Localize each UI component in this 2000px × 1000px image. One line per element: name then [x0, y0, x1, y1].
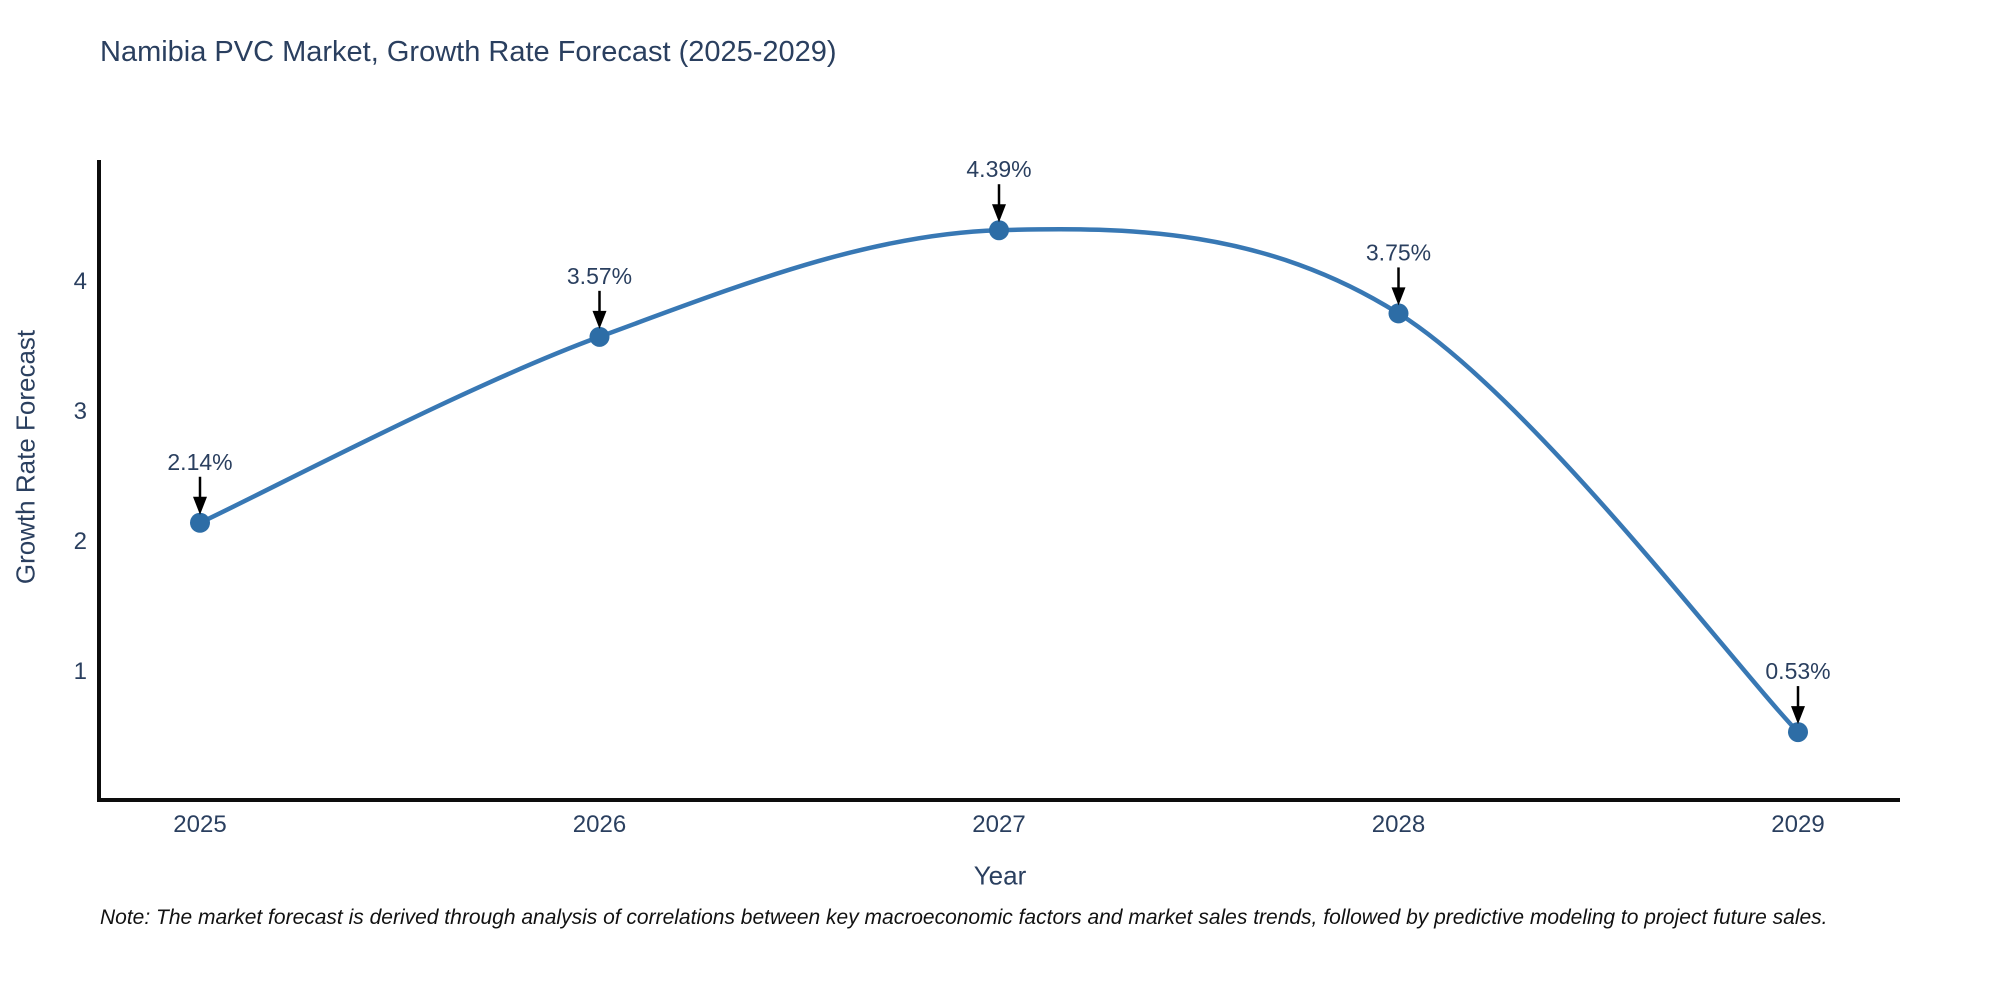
x-tick-label: 2028: [1372, 811, 1425, 838]
data-point-annotation: 0.53%: [1765, 658, 1830, 684]
y-tick-label: 1: [74, 658, 87, 685]
x-tick-label: 2026: [573, 811, 626, 838]
data-point-marker[interactable]: [1388, 303, 1409, 324]
y-tick-label: 4: [74, 268, 87, 295]
chart-footnote: Note: The market forecast is derived thr…: [100, 906, 1828, 929]
y-tick-label: 2: [74, 528, 87, 555]
data-point-marker[interactable]: [190, 512, 210, 533]
annotation-arrow-head: [1391, 287, 1406, 306]
data-point-annotation: 4.39%: [966, 156, 1031, 182]
annotation-arrow-head: [992, 204, 1006, 223]
chart-title: Namibia PVC Market, Growth Rate Forecast…: [100, 36, 837, 68]
data-point-annotation: 3.57%: [567, 263, 632, 289]
data-point-marker[interactable]: [589, 326, 610, 347]
annotation-arrow-head: [193, 496, 207, 515]
data-point-marker[interactable]: [989, 220, 1009, 241]
x-tick-label: 2029: [1771, 811, 1824, 838]
x-axis-title: Year: [973, 860, 1027, 891]
annotation-arrow-head: [592, 310, 607, 329]
annotation-arrow-head: [1791, 706, 1805, 725]
data-point-annotation: 2.14%: [167, 449, 232, 475]
x-tick-label: 2027: [972, 811, 1025, 838]
data-point-marker[interactable]: [1788, 722, 1808, 743]
y-tick-label: 3: [74, 398, 87, 425]
data-point-annotation: 3.75%: [1366, 239, 1431, 265]
forecast-line: [197, 226, 1801, 735]
x-tick-label: 2025: [173, 811, 226, 838]
